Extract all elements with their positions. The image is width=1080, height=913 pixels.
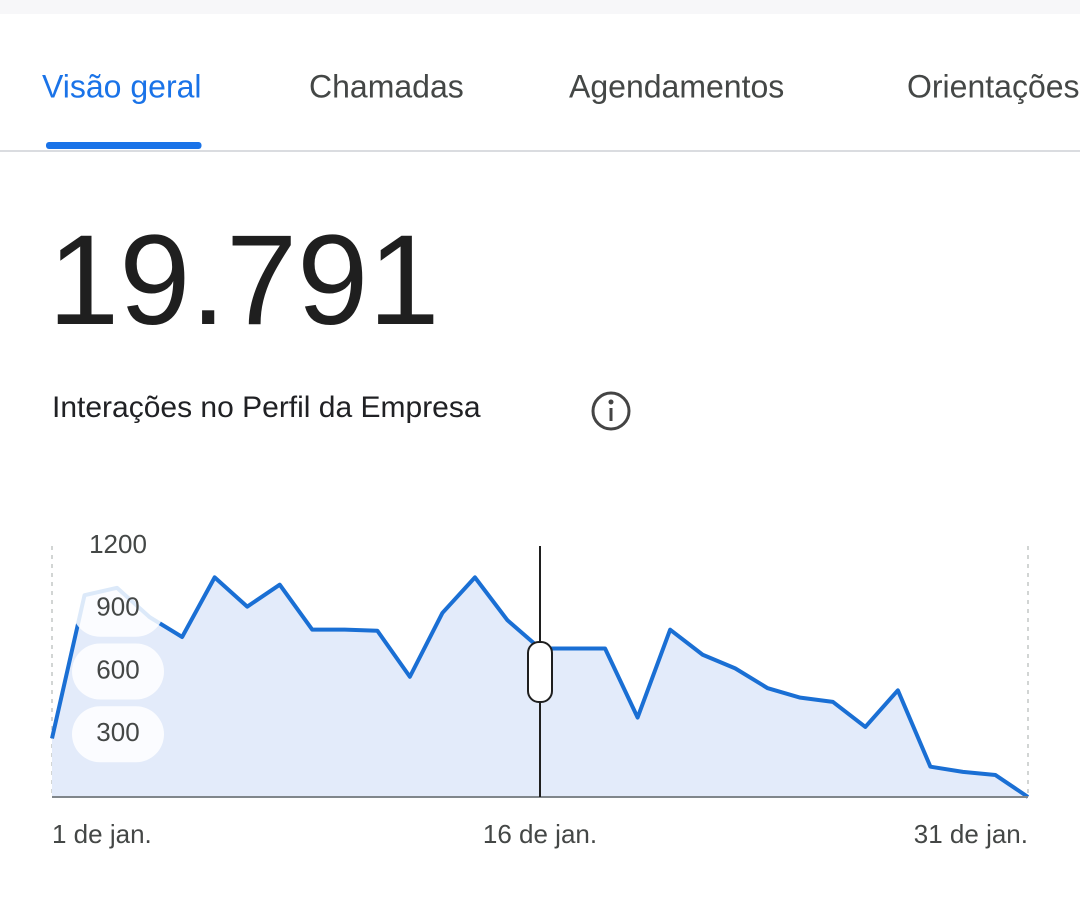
top-strip — [0, 0, 1080, 14]
chart: 300 600 900 1200 1 de jan. 16 de jan. 31 de ja… — [50, 529, 1030, 849]
y-tick-label: 600 — [96, 654, 139, 684]
x-tick-label: 16 de jan. — [483, 819, 597, 849]
cursor-handle[interactable] — [527, 641, 553, 703]
tab[interactable]: Visão geral — [42, 68, 202, 104]
y-tick-label-bg — [72, 580, 164, 637]
tab[interactable]: Agendamentos — [569, 68, 784, 104]
active-tab-indicator — [46, 142, 202, 149]
metric-value: 19.791 — [48, 209, 440, 352]
y-tick-label: 300 — [96, 717, 139, 747]
tab[interactable]: Chamadas — [309, 68, 464, 104]
x-tick-label: 1 de jan. — [52, 819, 152, 849]
metric-label: Interações no Perfil da Empresa — [52, 391, 481, 424]
y-tick-label-bg — [72, 706, 164, 763]
tab-bar: Visão geral Chamadas Agendamentos Orientaçõ… — [42, 68, 1080, 149]
y-tick-label: 1200 — [89, 529, 147, 559]
y-tick-label-bg — [72, 643, 164, 700]
x-tick-label: 31 de jan. — [914, 819, 1028, 849]
tab[interactable]: Orientações — [907, 68, 1080, 104]
y-tick-label: 900 — [96, 592, 139, 622]
info-icon[interactable] — [591, 391, 631, 431]
